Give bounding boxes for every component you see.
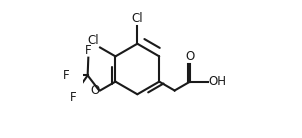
Text: Cl: Cl [88,34,99,47]
Text: OH: OH [208,75,226,88]
Text: Cl: Cl [132,12,143,25]
Text: F: F [63,69,69,82]
Text: F: F [85,44,92,57]
Text: O: O [185,50,194,63]
Text: O: O [90,84,99,97]
Text: F: F [70,91,77,104]
